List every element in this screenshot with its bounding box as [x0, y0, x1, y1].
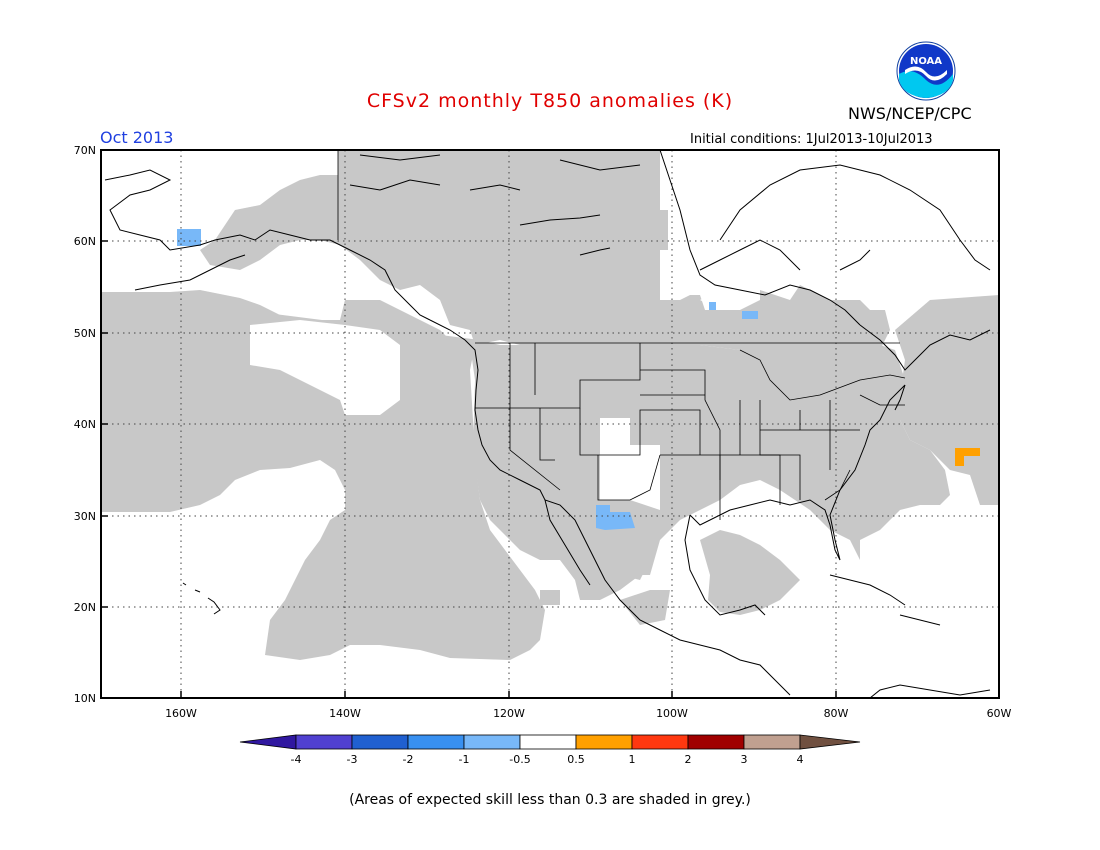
agency-label: NWS/NCEP/CPC [848, 104, 972, 123]
lon-label-80w: 80W [824, 707, 849, 720]
colorbar-swatch-9 [743, 734, 801, 750]
anomaly-ontario [709, 302, 716, 310]
map-figure: 10N 20N 30N 40N 50N 60N 70N 160W 140W 12… [74, 144, 1012, 766]
lon-label-120w: 120W [493, 707, 525, 720]
anomaly-northern-mexico [596, 505, 635, 530]
forecast-month-label: Oct 2013 [100, 128, 174, 147]
colorbar-swatch-lt-4 [239, 734, 297, 750]
colorbar-label-2: -3 [347, 753, 358, 766]
colorbar-swatch-gt-4 [799, 734, 861, 750]
lat-label-10n: 10N [74, 692, 96, 705]
initial-conditions-label: Initial conditions: 1Jul2013-10Jul2013 [690, 132, 933, 147]
colorbar-swatch-1 [295, 734, 353, 750]
lon-label-60w: 60W [987, 707, 1012, 720]
colorbar-label-4: -1 [459, 753, 470, 766]
colorbar-label-8: 2 [685, 753, 692, 766]
lon-label-160w: 160W [165, 707, 197, 720]
lat-label-50n: 50N [74, 327, 96, 340]
colorbar-swatch-6 [575, 734, 633, 750]
lat-label-70n: 70N [74, 144, 96, 157]
lon-label-100w: 100W [656, 707, 688, 720]
colorbar-swatch-7 [631, 734, 689, 750]
lat-label-30n: 30N [74, 510, 96, 523]
logo-text: NOAA [910, 56, 942, 67]
skill-footnote: (Areas of expected skill less than 0.3 a… [349, 792, 751, 808]
lon-label-140w: 140W [329, 707, 361, 720]
anomaly-bering-sea [177, 229, 201, 246]
colorbar-label-3: -2 [403, 753, 414, 766]
colorbar-label-7: 1 [629, 753, 636, 766]
colorbar-label-5: -0.5 [509, 753, 530, 766]
lat-lon-grid [101, 150, 999, 698]
coastlines [104, 150, 991, 698]
lat-label-60n: 60N [74, 235, 96, 248]
colorbar-swatch-4 [463, 734, 521, 750]
colorbar-label-10: 4 [797, 753, 804, 766]
noaa-logo: NOAA [896, 41, 956, 101]
colorbar-swatch-2 [351, 734, 409, 750]
anomaly-hudson-south [742, 311, 758, 319]
colorbar-swatch-5 [519, 734, 577, 750]
colorbar-swatch-8 [687, 734, 745, 750]
anomaly-patches [177, 229, 980, 530]
colorbar-swatch-3 [407, 734, 465, 750]
anomaly-western-atlantic [955, 448, 980, 466]
lat-label-40n: 40N [74, 418, 96, 431]
colorbar-label-1: -4 [291, 753, 302, 766]
colorbar [239, 734, 861, 750]
lat-label-20n: 20N [74, 601, 96, 614]
chart-title: CFSv2 monthly T850 anomalies (K) [366, 90, 734, 112]
colorbar-label-9: 3 [741, 753, 748, 766]
colorbar-label-6: 0.5 [567, 753, 585, 766]
political-borders [337, 150, 906, 520]
axis-ticks [101, 149, 1000, 699]
